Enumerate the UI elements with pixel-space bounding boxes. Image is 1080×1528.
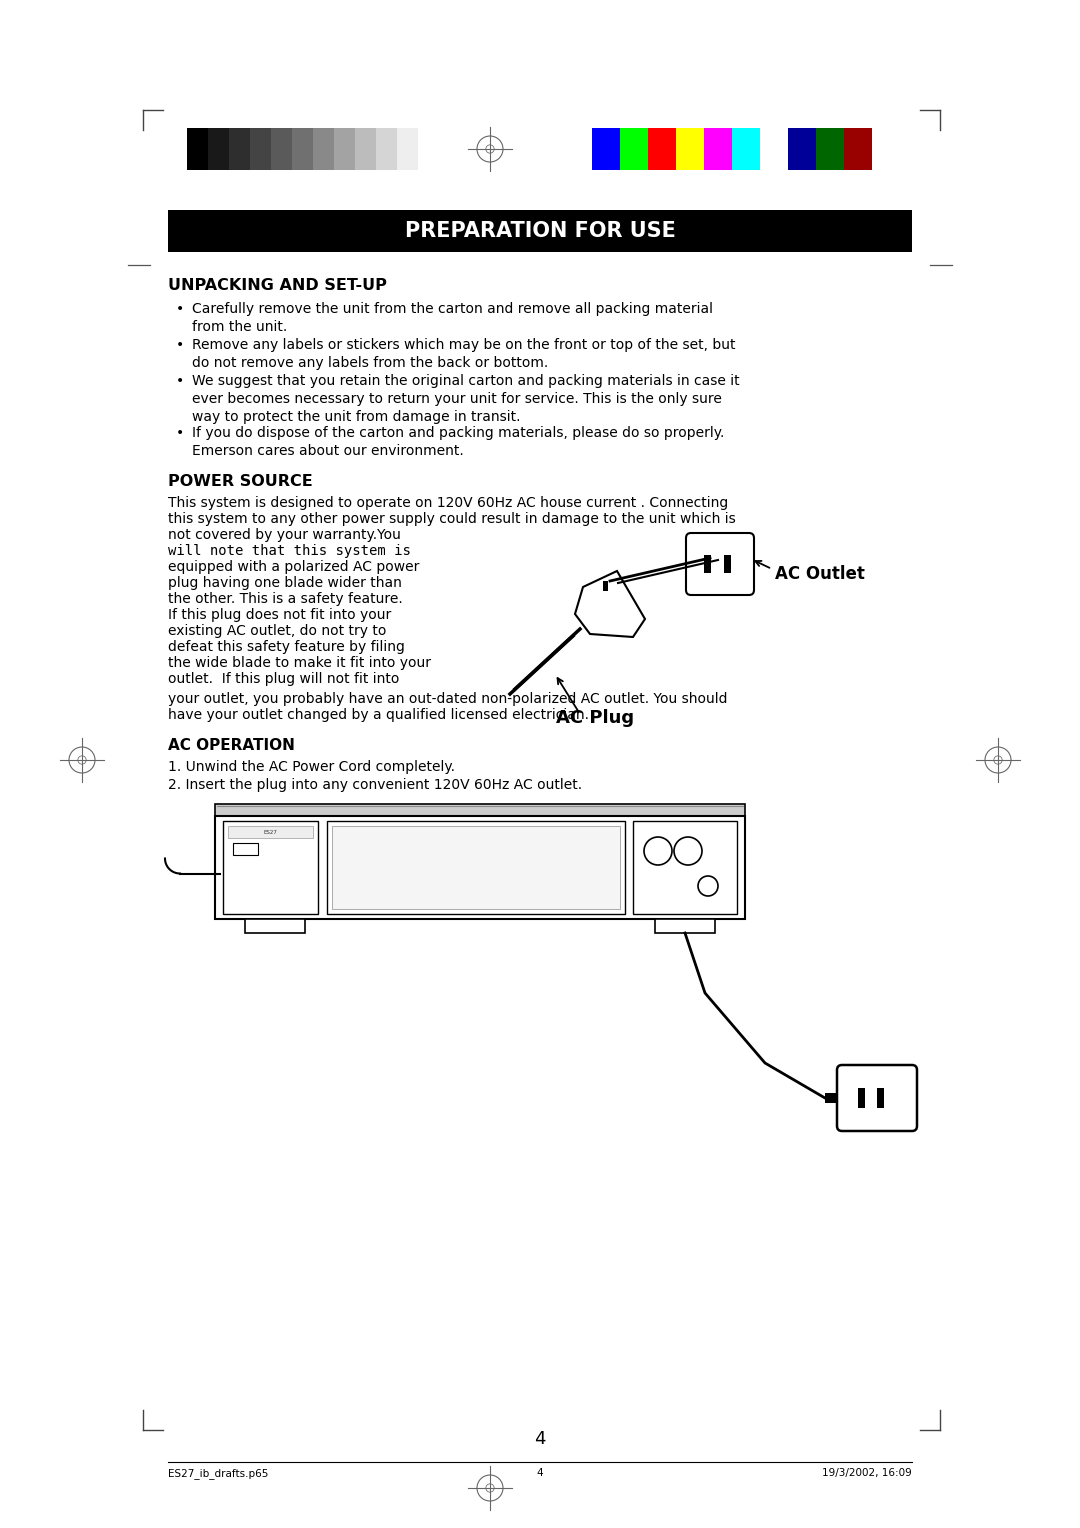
Bar bbox=[187, 128, 208, 170]
Text: outlet.  If this plug will not fit into: outlet. If this plug will not fit into bbox=[168, 672, 400, 686]
Bar bbox=[245, 918, 305, 934]
FancyBboxPatch shape bbox=[837, 1065, 917, 1131]
Bar bbox=[228, 827, 313, 837]
Text: POWER SOURCE: POWER SOURCE bbox=[168, 474, 313, 489]
Text: 2. Insert the plug into any convenient 120V 60Hz AC outlet.: 2. Insert the plug into any convenient 1… bbox=[168, 778, 582, 792]
Bar bbox=[271, 128, 292, 170]
FancyBboxPatch shape bbox=[686, 533, 754, 594]
Text: AC OPERATION: AC OPERATION bbox=[168, 738, 295, 753]
Circle shape bbox=[698, 876, 718, 895]
Bar bbox=[418, 128, 438, 170]
Circle shape bbox=[644, 837, 672, 865]
Text: We suggest that you retain the original carton and packing materials in case it
: We suggest that you retain the original … bbox=[192, 374, 740, 423]
Text: If you do dispose of the carton and packing materials, please do so properly.
Em: If you do dispose of the carton and pack… bbox=[192, 426, 725, 458]
Bar bbox=[732, 128, 760, 170]
Text: the wide blade to make it fit into your: the wide blade to make it fit into your bbox=[168, 656, 431, 669]
Bar bbox=[704, 128, 732, 170]
Text: •: • bbox=[176, 374, 185, 388]
Bar bbox=[633, 821, 737, 914]
Bar bbox=[816, 128, 843, 170]
Text: •: • bbox=[176, 338, 185, 351]
Bar bbox=[704, 555, 711, 573]
Bar bbox=[215, 804, 745, 816]
Text: •: • bbox=[176, 426, 185, 440]
Text: ES27: ES27 bbox=[264, 830, 278, 834]
Bar bbox=[676, 128, 704, 170]
Text: your outlet, you probably have an out-dated non-polarized AC outlet. You should: your outlet, you probably have an out-da… bbox=[168, 692, 728, 706]
Text: equipped with a polarized AC power: equipped with a polarized AC power bbox=[168, 559, 419, 575]
Text: existing AC outlet, do not try to: existing AC outlet, do not try to bbox=[168, 623, 387, 639]
Polygon shape bbox=[825, 1093, 838, 1103]
Text: •: • bbox=[176, 303, 185, 316]
Bar bbox=[229, 128, 249, 170]
Text: have your outlet changed by a qualified licensed electrician.: have your outlet changed by a qualified … bbox=[168, 707, 589, 723]
Text: plug having one blade wider than: plug having one blade wider than bbox=[168, 576, 402, 590]
Bar bbox=[292, 128, 313, 170]
Bar bbox=[620, 128, 648, 170]
Bar bbox=[760, 128, 788, 170]
Bar bbox=[313, 128, 334, 170]
Bar bbox=[327, 821, 625, 914]
Text: If this plug does not fit into your: If this plug does not fit into your bbox=[168, 608, 391, 622]
Text: 4: 4 bbox=[535, 1430, 545, 1449]
Bar bbox=[376, 128, 397, 170]
Bar bbox=[233, 843, 258, 856]
Circle shape bbox=[674, 837, 702, 865]
Bar bbox=[334, 128, 355, 170]
Text: 1. Unwind the AC Power Cord completely.: 1. Unwind the AC Power Cord completely. bbox=[168, 759, 455, 775]
Text: UNPACKING AND SET-UP: UNPACKING AND SET-UP bbox=[168, 278, 387, 293]
Text: ES27_ib_drafts.p65: ES27_ib_drafts.p65 bbox=[168, 1468, 268, 1479]
Bar bbox=[592, 128, 620, 170]
Bar bbox=[332, 827, 620, 909]
Bar bbox=[249, 128, 271, 170]
Text: AC Outlet: AC Outlet bbox=[775, 565, 865, 584]
Text: 4: 4 bbox=[537, 1468, 543, 1478]
Text: not covered by your warranty.You: not covered by your warranty.You bbox=[168, 529, 401, 542]
Bar bbox=[215, 816, 745, 918]
Bar bbox=[788, 128, 816, 170]
Text: Remove any labels or stickers which may be on the front or top of the set, but
d: Remove any labels or stickers which may … bbox=[192, 338, 735, 370]
Text: Carefully remove the unit from the carton and remove all packing material
from t: Carefully remove the unit from the carto… bbox=[192, 303, 713, 333]
Bar bbox=[222, 821, 318, 914]
Bar bbox=[843, 128, 872, 170]
Text: the other. This is a safety feature.: the other. This is a safety feature. bbox=[168, 591, 403, 607]
Bar bbox=[397, 128, 418, 170]
Bar bbox=[208, 128, 229, 170]
Bar bbox=[603, 581, 608, 591]
Text: AC Plug: AC Plug bbox=[556, 709, 634, 727]
Text: will note that this system is: will note that this system is bbox=[168, 544, 410, 558]
Polygon shape bbox=[575, 571, 645, 637]
Bar bbox=[168, 209, 912, 252]
Bar bbox=[877, 1088, 885, 1108]
Bar bbox=[724, 555, 731, 573]
Bar bbox=[858, 1088, 865, 1108]
Text: PREPARATION FOR USE: PREPARATION FOR USE bbox=[405, 222, 675, 241]
Bar bbox=[654, 918, 715, 934]
Text: 19/3/2002, 16:09: 19/3/2002, 16:09 bbox=[822, 1468, 912, 1478]
Bar bbox=[648, 128, 676, 170]
Text: this system to any other power supply could result in damage to the unit which i: this system to any other power supply co… bbox=[168, 512, 735, 526]
Bar bbox=[355, 128, 376, 170]
Text: This system is designed to operate on 120V 60Hz AC house current . Connecting: This system is designed to operate on 12… bbox=[168, 497, 728, 510]
Text: defeat this safety feature by filing: defeat this safety feature by filing bbox=[168, 640, 405, 654]
